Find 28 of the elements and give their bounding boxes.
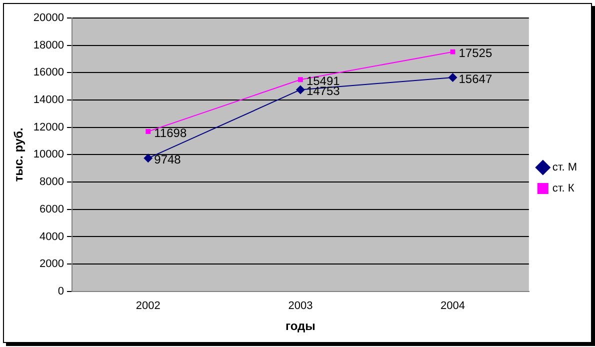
y-tick-label: 18000	[33, 39, 64, 52]
legend-label: ст. К	[552, 182, 575, 195]
x-axis-title: годы	[286, 319, 316, 334]
point	[450, 49, 456, 54]
y-tick-label: 12000	[33, 121, 64, 134]
y-tick-label: 20000	[33, 12, 64, 24]
point	[298, 77, 303, 82]
y-tick-label: 16000	[33, 66, 64, 79]
data-label: 17525	[458, 46, 492, 60]
x-tick-label: 2003	[288, 300, 313, 312]
legend-label: ст. М	[552, 162, 578, 174]
y-tick-label: 2000	[40, 258, 64, 270]
y-tick-label: 0	[58, 285, 64, 298]
point	[296, 85, 305, 94]
data-label: 15647	[458, 72, 492, 86]
point	[144, 154, 153, 163]
y-axis-title: тыс. руб.	[12, 128, 26, 182]
x-tick-label: 2004	[440, 300, 465, 312]
y-tick-label: 6000	[40, 203, 64, 216]
x-tick-label: 2002	[136, 300, 160, 312]
y-tick-label: 14000	[33, 94, 64, 106]
point	[146, 129, 151, 134]
y-tick-label: 10000	[33, 148, 64, 161]
y-tick-label: 4000	[40, 230, 64, 243]
data-label: 11698	[154, 126, 187, 140]
y-tick-label: 8000	[40, 176, 64, 188]
point	[448, 73, 458, 82]
data-label: 9748	[154, 152, 182, 166]
